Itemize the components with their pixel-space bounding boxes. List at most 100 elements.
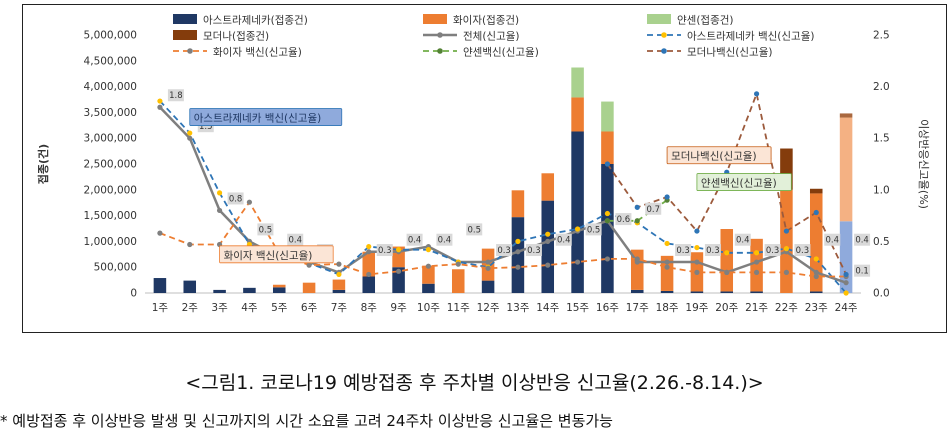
bar-segment (541, 200, 555, 293)
bar-segment (571, 67, 584, 98)
data-label: 0.3 (766, 246, 780, 256)
data-label-box (257, 223, 274, 236)
legend-swatch (647, 14, 671, 24)
data-label: 0.3 (796, 246, 810, 256)
annotation-label: 화이자 백신(신고율) (224, 250, 313, 262)
data-label-box (734, 233, 751, 246)
line-point (753, 250, 760, 256)
line-point (574, 259, 581, 265)
line-point (813, 273, 819, 280)
y-tick-label: 4,000,000 (84, 81, 137, 93)
data-label-box (406, 233, 423, 246)
line-point (843, 271, 849, 278)
data-label: 0.6 (617, 215, 631, 225)
bar-segment (153, 278, 167, 293)
bar-segment-week24 (839, 117, 853, 222)
line-point (753, 269, 760, 275)
annotation-label: 아스트라제네카 백신(신고율) (194, 113, 321, 125)
y2-tick-label: 2.5 (873, 30, 890, 42)
line-point (664, 194, 670, 200)
data-label-box (854, 264, 871, 277)
figure-footnote: * 예방접종 후 이상반응 발생 및 신고까지의 시간 소요를 고려 24주차 … (0, 412, 613, 430)
x-tick-label: 20주 (715, 302, 738, 314)
data-label: 1.5 (199, 122, 213, 132)
legend-swatch (423, 14, 447, 24)
line-point (455, 261, 461, 267)
bar-segment-week24 (839, 113, 853, 118)
legend-marker (661, 48, 667, 54)
bar-segment (750, 291, 763, 293)
data-label-box (645, 202, 662, 215)
line-point (843, 290, 849, 296)
x-tick-label: 9주 (390, 302, 407, 314)
line-point (604, 218, 611, 224)
line-point (694, 259, 700, 265)
bar-segment (541, 173, 555, 201)
line-point (425, 247, 432, 253)
bar-segment (511, 217, 525, 293)
bar-segment (571, 131, 584, 293)
y2-tick-label: 1.0 (873, 184, 890, 196)
data-label: 0.7 (646, 205, 660, 215)
line-point (753, 91, 760, 97)
x-tick-label: 19주 (685, 302, 708, 314)
bar-segment-week24 (839, 221, 853, 293)
line-point (366, 271, 372, 278)
y-tick-label: 0 (130, 288, 137, 300)
line-point (813, 256, 819, 262)
bar-segment (272, 284, 286, 288)
x-tick-label: 7주 (331, 302, 348, 314)
legend-label: 아스트라제네카(접종건) (203, 15, 308, 27)
y-tick-label: 4,500,000 (84, 55, 137, 67)
legend-label: 화이자 백신(신고율) (213, 47, 302, 59)
data-label-box (227, 192, 244, 205)
y-tick-label: 3,500,000 (84, 107, 137, 119)
x-tick-label: 12주 (477, 302, 500, 314)
bar-segment (332, 279, 346, 290)
line-point (157, 98, 163, 104)
data-label: 0.8 (229, 194, 243, 204)
line-point (694, 228, 700, 234)
line-point (366, 249, 372, 255)
line-point (813, 269, 819, 275)
x-tick-label: 4주 (241, 302, 258, 314)
data-label-box (794, 244, 811, 257)
bar-segment (422, 283, 435, 293)
bar-segment (243, 287, 256, 293)
y2-axis-title: 이상반응신고율(%) (917, 119, 930, 209)
line-series (159, 100, 847, 294)
y-tick-label: 1,500,000 (84, 210, 137, 222)
line-point (515, 264, 521, 270)
line-point (783, 246, 790, 252)
x-tick-label: 16주 (596, 302, 619, 314)
x-tick-label: 17주 (626, 302, 649, 314)
x-tick-label: 13주 (506, 302, 529, 314)
y-tick-label: 2,500,000 (84, 159, 137, 171)
bar-segment (183, 280, 197, 293)
x-tick-label: 18주 (656, 302, 679, 314)
legend-label: 모더나백신(신고율) (687, 47, 772, 59)
data-label: 0.4 (736, 236, 750, 246)
chart-frame: 0 500,000 1,000,000 1,500,000 2,000,000 2,500… (22, 4, 947, 333)
y2-tick-label: 0.5 (873, 236, 890, 248)
line-point (694, 244, 700, 251)
data-label-box (466, 223, 483, 236)
line-point (664, 240, 670, 247)
line-point (634, 256, 640, 262)
line-point (634, 218, 640, 224)
data-label-box (585, 223, 602, 236)
line-point (724, 269, 730, 275)
data-label-box (615, 213, 632, 226)
line-point (306, 262, 312, 268)
line-point (604, 256, 611, 262)
bar-segment (302, 282, 316, 293)
annotation-box (696, 173, 792, 191)
data-label-box (525, 244, 542, 257)
data-label: 1.8 (169, 91, 183, 101)
annotation-box (189, 108, 343, 126)
x-tick-label: 5주 (271, 302, 288, 314)
line-point (485, 259, 491, 265)
line-point (694, 269, 700, 275)
line-point (664, 264, 670, 270)
data-label: 0.4 (825, 236, 839, 246)
